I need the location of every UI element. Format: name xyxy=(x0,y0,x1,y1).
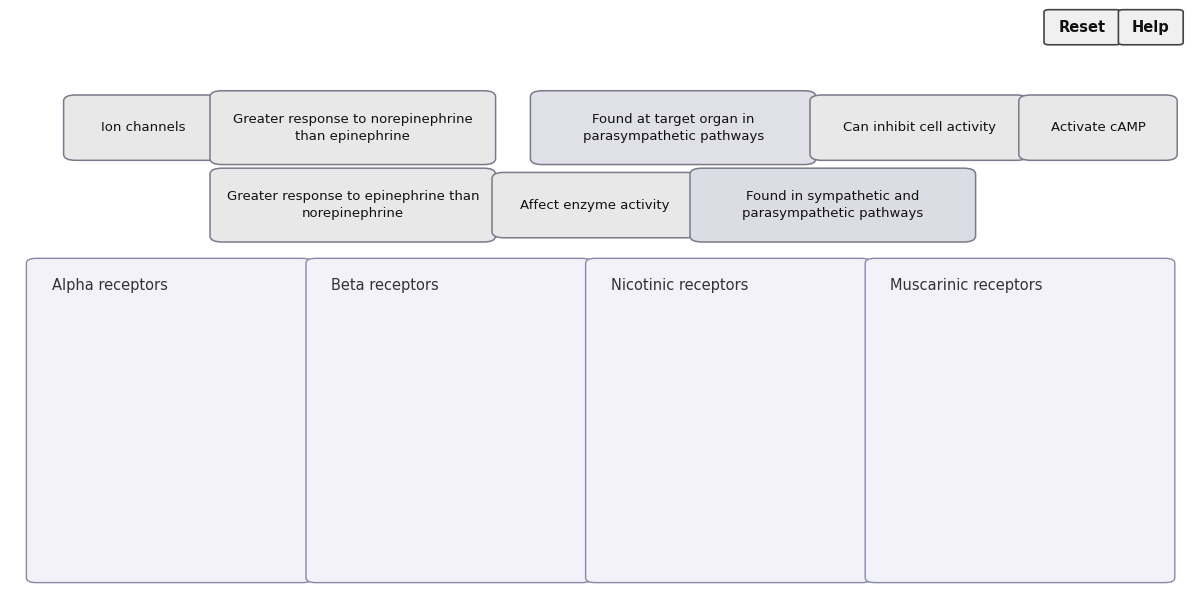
FancyBboxPatch shape xyxy=(306,258,592,583)
Text: Help: Help xyxy=(1132,20,1170,34)
FancyBboxPatch shape xyxy=(26,258,312,583)
Text: Ion channels: Ion channels xyxy=(101,121,185,134)
Text: Greater response to norepinephrine
than epinephrine: Greater response to norepinephrine than … xyxy=(233,113,473,143)
Text: Found at target organ in
parasympathetic pathways: Found at target organ in parasympathetic… xyxy=(582,113,764,143)
Text: Beta receptors: Beta receptors xyxy=(331,278,439,293)
Text: Muscarinic receptors: Muscarinic receptors xyxy=(890,278,1043,293)
Text: Affect enzyme activity: Affect enzyme activity xyxy=(521,198,670,212)
FancyBboxPatch shape xyxy=(810,95,1028,160)
Text: Activate cAMP: Activate cAMP xyxy=(1050,121,1146,134)
FancyBboxPatch shape xyxy=(690,168,976,242)
Text: Found in sympathetic and
parasympathetic pathways: Found in sympathetic and parasympathetic… xyxy=(742,190,924,220)
FancyBboxPatch shape xyxy=(64,95,222,160)
FancyBboxPatch shape xyxy=(1019,95,1177,160)
FancyBboxPatch shape xyxy=(492,172,698,238)
Text: Can inhibit cell activity: Can inhibit cell activity xyxy=(842,121,996,134)
FancyBboxPatch shape xyxy=(586,258,871,583)
Text: Alpha receptors: Alpha receptors xyxy=(52,278,168,293)
FancyBboxPatch shape xyxy=(210,168,496,242)
Text: Greater response to epinephrine than
norepinephrine: Greater response to epinephrine than nor… xyxy=(227,190,479,220)
FancyBboxPatch shape xyxy=(1044,10,1121,45)
FancyBboxPatch shape xyxy=(865,258,1175,583)
FancyBboxPatch shape xyxy=(210,91,496,165)
FancyBboxPatch shape xyxy=(1118,10,1183,45)
Text: Nicotinic receptors: Nicotinic receptors xyxy=(611,278,748,293)
Text: Reset: Reset xyxy=(1058,20,1106,34)
FancyBboxPatch shape xyxy=(530,91,816,165)
